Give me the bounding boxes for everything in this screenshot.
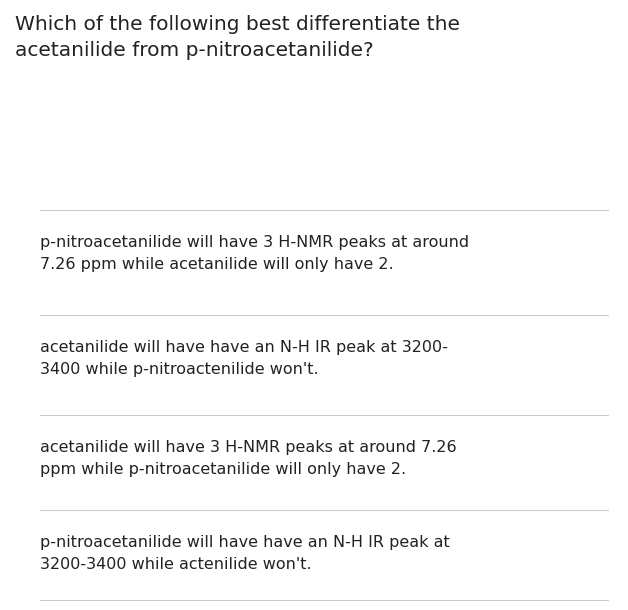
- Text: Which of the following best differentiate the
acetanilide from p-nitroacetanilid: Which of the following best differentiat…: [15, 15, 460, 60]
- Text: p-nitroacetanilide will have 3 H-NMR peaks at around
7.26 ppm while acetanilide : p-nitroacetanilide will have 3 H-NMR pea…: [40, 235, 469, 271]
- Text: acetanilide will have have an N-H IR peak at 3200-
3400 while p-nitroactenilide : acetanilide will have have an N-H IR pea…: [40, 340, 448, 376]
- Text: acetanilide will have 3 H-NMR peaks at around 7.26
ppm while p-nitroacetanilide : acetanilide will have 3 H-NMR peaks at a…: [40, 440, 457, 476]
- Text: p-nitroacetanilide will have have an N-H IR peak at
3200-3400 while actenilide w: p-nitroacetanilide will have have an N-H…: [40, 535, 450, 572]
